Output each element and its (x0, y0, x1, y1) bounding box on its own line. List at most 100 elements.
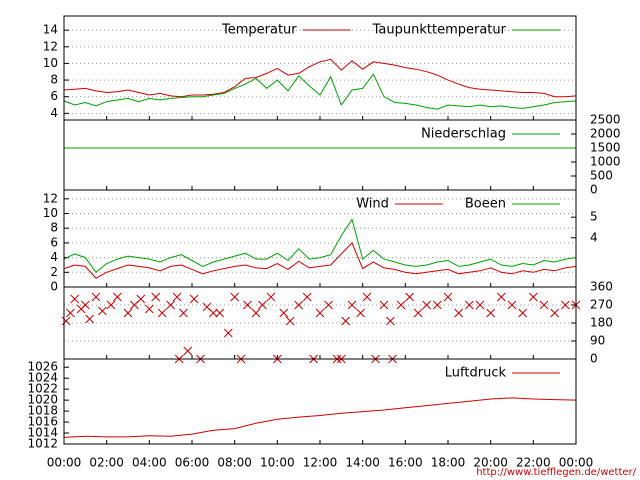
x-tick-label: 14:00 (345, 456, 380, 470)
cross-stroke (243, 300, 252, 310)
wind-direction-point (123, 308, 133, 318)
wind-direction-point (518, 308, 528, 318)
x-tick-label: 00:00 (559, 456, 594, 470)
y-tick-label: 1014 (27, 426, 58, 440)
y-tick-label: 4 (50, 250, 58, 264)
wind-direction-point (294, 300, 304, 310)
wind-direction-point (396, 300, 406, 310)
wind-direction-point (496, 292, 506, 302)
cross-stroke (266, 292, 276, 302)
y-tick-label: 6 (50, 235, 58, 249)
cross-stroke (443, 292, 453, 302)
y-tick-label: 8 (50, 73, 58, 87)
cross-stroke (356, 308, 365, 318)
wind-direction-point (422, 300, 432, 310)
wind-direction-point (208, 308, 218, 318)
wind-direction-point (70, 294, 80, 304)
cross-stroke (70, 294, 80, 304)
y-tick-label: 2 (50, 265, 58, 279)
cross-stroke (294, 300, 304, 310)
y-tick-label: 12 (43, 39, 58, 53)
cross-stroke (189, 294, 199, 304)
cross-stroke (324, 300, 333, 310)
cross-stroke (379, 300, 389, 310)
y-tick-label: 14 (43, 23, 58, 37)
wind-direction-point (386, 316, 395, 326)
wind-direction-point (179, 308, 188, 318)
cross-stroke (302, 292, 312, 302)
wind-direction-point (166, 300, 176, 310)
cross-stroke (496, 292, 506, 302)
cross-stroke (347, 300, 357, 310)
series-line (63, 73, 577, 110)
x-tick-label: 12:00 (303, 456, 338, 470)
cross-stroke (486, 308, 496, 318)
cross-stroke (151, 292, 161, 302)
y2-tick-label: 360 (590, 280, 613, 294)
x-tick-label: 18:00 (431, 456, 466, 470)
y-tick-label: 1018 (27, 404, 58, 418)
wind-direction-point (80, 300, 90, 310)
cross-stroke (258, 300, 267, 310)
wind-direction-point (258, 300, 267, 310)
x-tick-label: 22:00 (516, 456, 551, 470)
x-tick-label: 20:00 (473, 456, 508, 470)
y2-tick-label: 0 (590, 352, 598, 366)
y-tick-label: 10 (43, 56, 58, 70)
legend-label: Luftdruck (445, 366, 507, 381)
x-tick-label: 16:00 (388, 456, 423, 470)
wind-direction-point (215, 308, 225, 318)
y2-tick-label: 1500 (590, 141, 621, 155)
y-tick-label: 1016 (27, 415, 58, 429)
cross-stroke (179, 308, 188, 318)
cross-stroke (251, 308, 261, 318)
cross-stroke (315, 308, 325, 318)
wind-direction-point (413, 308, 423, 318)
wind-direction-point (475, 300, 485, 310)
y-tick-label: 1012 (27, 437, 58, 451)
series-line (63, 397, 577, 438)
legend-label: Niederschlag (421, 127, 506, 142)
wind-direction-point (279, 308, 289, 318)
cross-stroke (341, 316, 350, 326)
wind-direction-point (507, 300, 517, 310)
cross-stroke (362, 292, 372, 302)
wind-direction-point (151, 292, 161, 302)
cross-stroke (61, 316, 71, 326)
wind-direction-point (189, 294, 199, 304)
wind-direction-point (356, 308, 365, 318)
wind-direction-point (98, 306, 107, 316)
wind-direction-point (66, 308, 75, 318)
cross-stroke (157, 308, 167, 318)
wind-direction-point (324, 300, 333, 310)
cross-stroke (560, 300, 570, 310)
y2-tick-label: 1000 (590, 155, 621, 169)
y2-tick-label: 500 (590, 169, 613, 183)
series-line (63, 218, 577, 274)
wind-direction-point (362, 292, 372, 302)
series-line (63, 242, 577, 279)
cross-stroke (413, 308, 423, 318)
y2-tick-label: 2500 (590, 113, 621, 127)
wind-direction-point (285, 316, 295, 326)
cross-stroke (539, 300, 549, 310)
wind-direction-point (432, 300, 442, 310)
x-tick-label: 06:00 (175, 456, 210, 470)
y-tick-label: 0 (50, 280, 58, 294)
wind-direction-point (464, 300, 474, 310)
y2-tick-label: 270 (590, 298, 613, 312)
y-tick-label: 1024 (27, 371, 58, 385)
x-tick-label: 10:00 (260, 456, 295, 470)
wind-direction-point (157, 308, 167, 318)
wind-direction-point (341, 316, 350, 326)
cross-stroke (405, 292, 414, 302)
cross-stroke (91, 292, 101, 302)
cross-stroke (215, 308, 225, 318)
wind-direction-point (223, 328, 233, 338)
cross-stroke (386, 316, 395, 326)
cross-stroke (112, 292, 122, 302)
y-tick-label: 6 (50, 89, 58, 103)
wind-direction-point (251, 308, 261, 318)
cross-stroke (106, 300, 116, 310)
y-tick-label: 1022 (27, 382, 58, 396)
